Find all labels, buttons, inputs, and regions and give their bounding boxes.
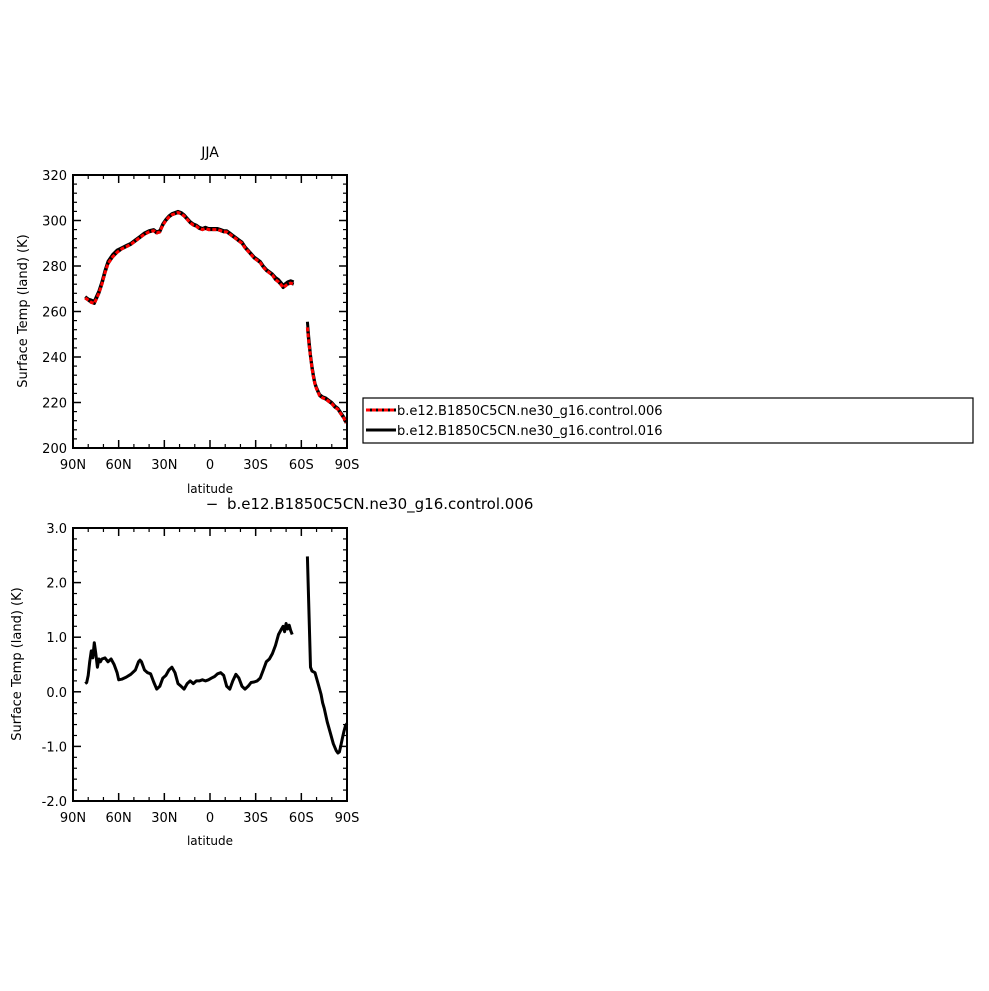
panel-bottom: − b.e12.B1850C5CN.ne30_g16.control.006 S… bbox=[10, 495, 533, 848]
x-axis-label: latitude bbox=[187, 482, 233, 496]
legend: b.e12.B1850C5CN.ne30_g16.control.006 b.e… bbox=[362, 397, 974, 444]
y-tick-labels: -2.0 -1.0 0.0 1.0 2.0 3.0 bbox=[42, 522, 67, 810]
y-tick-label: 320 bbox=[42, 169, 67, 184]
chart-title: JJA bbox=[200, 145, 219, 161]
x-tick-label: 30N bbox=[151, 458, 177, 473]
chart-title: b.e12.B1850C5CN.ne30_g16.control.006 bbox=[227, 495, 533, 514]
y-tick-label: 3.0 bbox=[46, 522, 67, 537]
y-tick-labels: 200 220 240 260 280 300 320 bbox=[42, 169, 67, 457]
panel-top: JJA Surface Temp (land) (K) latitude 90N… bbox=[16, 145, 359, 496]
x-tick-label: 90S bbox=[335, 811, 360, 826]
series-line-diff-seg1 bbox=[305, 556, 349, 755]
x-tick-label: 60N bbox=[106, 458, 132, 473]
chart-title-dash: − bbox=[206, 495, 219, 513]
y-axis-label: Surface Temp (land) (K) bbox=[10, 587, 25, 740]
x-tick-labels: 90N 60N 30N 0 30S 60S 90S bbox=[60, 811, 360, 826]
series-line-006-seg0 bbox=[84, 211, 295, 305]
x-tick-label: 30S bbox=[243, 458, 268, 473]
y-tick-label: 300 bbox=[42, 215, 67, 230]
y-tick-label: -2.0 bbox=[42, 795, 67, 810]
y-tick-label: 240 bbox=[42, 351, 67, 366]
y-tick-label: 220 bbox=[42, 397, 67, 412]
x-tick-label: 0 bbox=[206, 458, 214, 473]
x-tick-labels: 90N 60N 30N 0 30S 60S 90S bbox=[60, 458, 360, 473]
y-tick-label: 280 bbox=[42, 260, 67, 275]
y-tick-label: 200 bbox=[42, 442, 67, 457]
legend-box bbox=[362, 397, 974, 444]
series-line-006-seg0-outline bbox=[84, 211, 295, 305]
plot-frame bbox=[72, 527, 348, 802]
y-tick-label: 2.0 bbox=[46, 577, 67, 592]
x-tick-label: 30N bbox=[151, 811, 177, 826]
y-tick-label: -1.0 bbox=[42, 740, 67, 755]
x-tick-label: 60S bbox=[289, 811, 314, 826]
y-tick-label: 1.0 bbox=[46, 631, 67, 646]
series-line-016-seg0 bbox=[84, 209, 295, 303]
y-axis-label: Surface Temp (land) (K) bbox=[16, 234, 31, 387]
series-lines bbox=[84, 556, 349, 755]
legend-label-006: b.e12.B1850C5CN.ne30_g16.control.006 bbox=[397, 404, 663, 419]
series-line-diff-seg0 bbox=[84, 622, 294, 691]
x-tick-label: 60N bbox=[106, 811, 132, 826]
x-tick-label: 90N bbox=[60, 458, 86, 473]
series-lines bbox=[84, 209, 348, 424]
x-tick-label: 0 bbox=[206, 811, 214, 826]
y-tick-label: 0.0 bbox=[46, 686, 67, 701]
series-line-006-seg1 bbox=[305, 327, 348, 424]
x-axis-label: latitude bbox=[187, 834, 233, 848]
x-tick-label: 30S bbox=[243, 811, 268, 826]
x-tick-label: 60S bbox=[289, 458, 314, 473]
y-tick-label: 260 bbox=[42, 306, 67, 321]
x-tick-label: 90S bbox=[335, 458, 360, 473]
plot-frame bbox=[72, 174, 348, 449]
axis-ticks bbox=[72, 174, 348, 449]
legend-label-016: b.e12.B1850C5CN.ne30_g16.control.016 bbox=[397, 424, 663, 439]
x-tick-label: 90N bbox=[60, 811, 86, 826]
